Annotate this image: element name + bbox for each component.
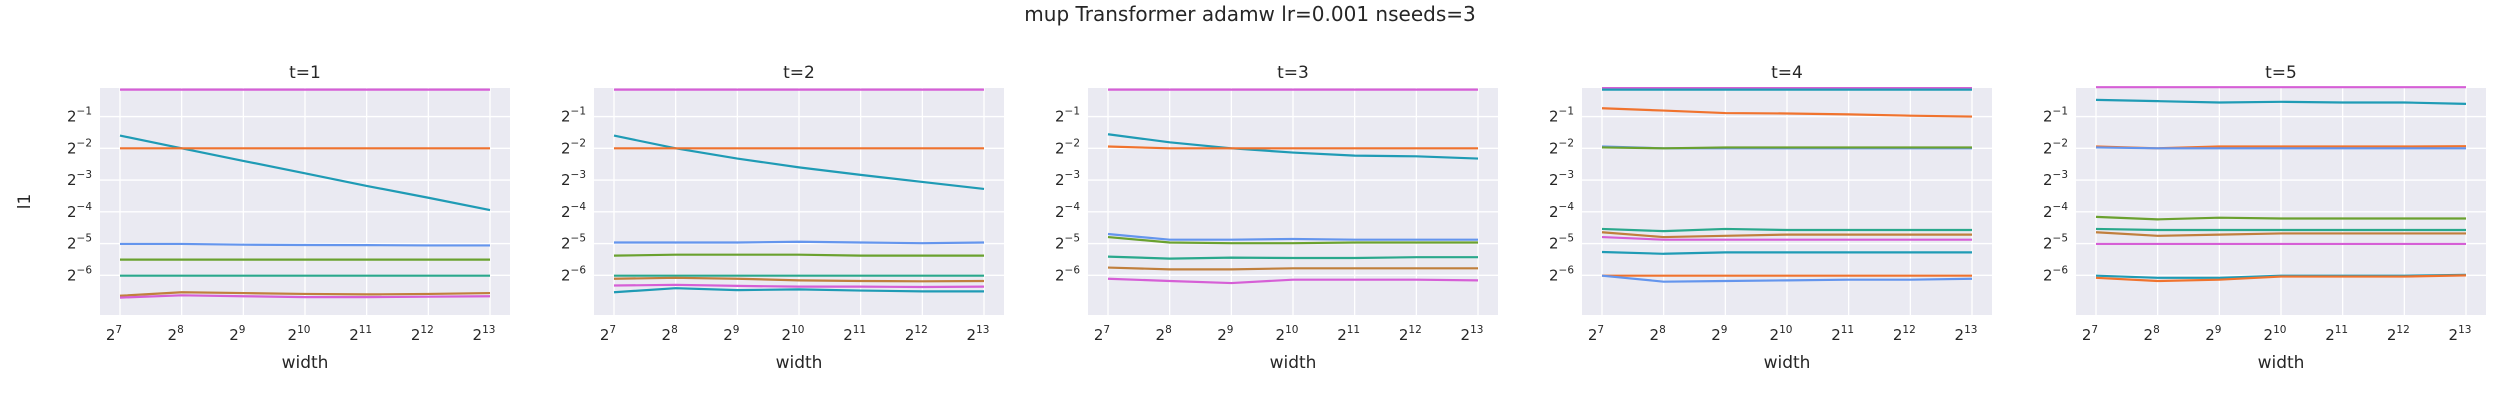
y-tick-label: 2−4 (67, 201, 92, 221)
chart-panel-3: 2−1 2−2 2−3 2−4 2−5 2−6 27 28 29 210 211 212 213 t=3 w… (1055, 63, 1498, 373)
y-tick-label: 2−2 (67, 137, 92, 157)
y-tick-label: 2−4 (561, 201, 586, 221)
y-tick-label: 2−4 (2043, 201, 2068, 221)
x-tick-label: 212 (905, 324, 928, 344)
x-tick-label: 28 (168, 324, 184, 344)
x-tick-label: 28 (1156, 324, 1172, 344)
x-tick-label: 29 (1711, 324, 1727, 344)
y-axis-label: l1 (15, 194, 35, 210)
x-tick-label: 29 (1217, 324, 1233, 344)
y-tick-label: 2−2 (1549, 137, 1574, 157)
x-tick-label: 212 (1399, 324, 1422, 344)
x-tick-label: 213 (1461, 324, 1484, 344)
chart-panel-4: 2−1 2−2 2−3 2−4 2−5 2−6 27 28 29 210 211 212 213 t=4 w… (1549, 63, 1992, 373)
chart-panel-5: 2−1 2−2 2−3 2−4 2−5 2−6 27 28 29 210 211 212 213 t=5 w… (2043, 63, 2486, 373)
y-tick-label: 2−6 (561, 264, 586, 284)
x-tick-label: 211 (2325, 324, 2348, 344)
y-tick-label: 2−2 (2043, 137, 2068, 157)
y-tick-label: 2−1 (561, 106, 586, 126)
x-tick-label: 210 (288, 324, 311, 344)
figure-title: mup Transformer adamw lr=0.001 nseeds=3 (1024, 2, 1476, 26)
series-line-4 (2095, 146, 2466, 150)
y-tick-label: 2−6 (67, 264, 92, 284)
y-tick-label: 2−5 (67, 233, 92, 253)
series-line-5 (1601, 146, 1972, 150)
x-axis-label: width (2258, 353, 2305, 373)
x-tick-label: 213 (1955, 324, 1978, 344)
y-tick-label: 2−1 (1549, 106, 1574, 126)
y-tick-label: 2−6 (1055, 264, 1080, 284)
chart-panel-1: 2−1 2−2 2−3 2−4 2−5 2−6 27 28 29 210 211 212 213 t=1 w… (15, 63, 510, 373)
x-tick-label: 211 (843, 324, 866, 344)
x-tick-label: 210 (1276, 324, 1299, 344)
y-tick-label: 2−3 (1549, 169, 1574, 189)
series-line-6 (2095, 227, 2466, 232)
y-tick-label: 2−1 (1055, 106, 1080, 126)
x-axis-label: width (1270, 353, 1317, 373)
x-tick-label: 210 (2264, 324, 2287, 344)
x-tick-label: 27 (600, 324, 616, 344)
x-tick-label: 212 (2387, 324, 2410, 344)
x-tick-label: 29 (2205, 324, 2221, 344)
y-tick-label: 2−3 (1055, 169, 1080, 189)
x-tick-label: 27 (1588, 324, 1604, 344)
y-tick-label: 2−6 (1549, 264, 1574, 284)
x-tick-label: 211 (1337, 324, 1360, 344)
x-tick-label: 210 (1770, 324, 1793, 344)
x-tick-label: 213 (967, 324, 990, 344)
x-tick-label: 211 (1831, 324, 1854, 344)
y-tick-label: 2−3 (67, 169, 92, 189)
x-tick-label: 28 (662, 324, 678, 344)
x-tick-label: 211 (349, 324, 372, 344)
y-tick-label: 2−3 (2043, 169, 2068, 189)
x-axis-label: width (282, 353, 329, 373)
y-tick-label: 2−2 (561, 137, 586, 157)
x-tick-label: 212 (1893, 324, 1916, 344)
y-tick-label: 2−2 (1055, 137, 1080, 157)
x-axis-label: width (1764, 353, 1811, 373)
x-tick-label: 213 (473, 324, 496, 344)
y-tick-label: 2−5 (1055, 233, 1080, 253)
y-tick-label: 2−1 (2043, 106, 2068, 126)
panel-title: t=2 (783, 63, 815, 83)
x-tick-label: 27 (1094, 324, 1110, 344)
x-tick-label: 210 (782, 324, 805, 344)
x-tick-label: 27 (106, 324, 122, 344)
y-tick-label: 2−4 (1549, 201, 1574, 221)
panel-title: t=3 (1277, 63, 1309, 83)
x-tick-label: 29 (723, 324, 739, 344)
panel-title: t=4 (1771, 63, 1803, 83)
panel-title: t=1 (289, 63, 321, 83)
chart-panel-2: 2−1 2−2 2−3 2−4 2−5 2−6 27 28 29 210 211 212 213 t=2 w… (561, 63, 1004, 373)
panel-title: t=5 (2265, 63, 2297, 83)
y-tick-label: 2−4 (1055, 201, 1080, 221)
x-tick-label: 28 (2144, 324, 2160, 344)
x-tick-label: 27 (2082, 324, 2098, 344)
y-tick-label: 2−5 (1549, 233, 1574, 253)
x-tick-label: 28 (1650, 324, 1666, 344)
x-tick-label: 213 (2449, 324, 2472, 344)
y-tick-label: 2−5 (2043, 233, 2068, 253)
y-tick-label: 2−1 (67, 106, 92, 126)
x-tick-label: 212 (411, 324, 434, 344)
y-tick-label: 2−5 (561, 233, 586, 253)
y-tick-label: 2−6 (2043, 264, 2068, 284)
y-tick-label: 2−3 (561, 169, 586, 189)
series-line-5 (613, 253, 984, 257)
x-tick-label: 29 (229, 324, 245, 344)
x-axis-label: width (776, 353, 823, 373)
